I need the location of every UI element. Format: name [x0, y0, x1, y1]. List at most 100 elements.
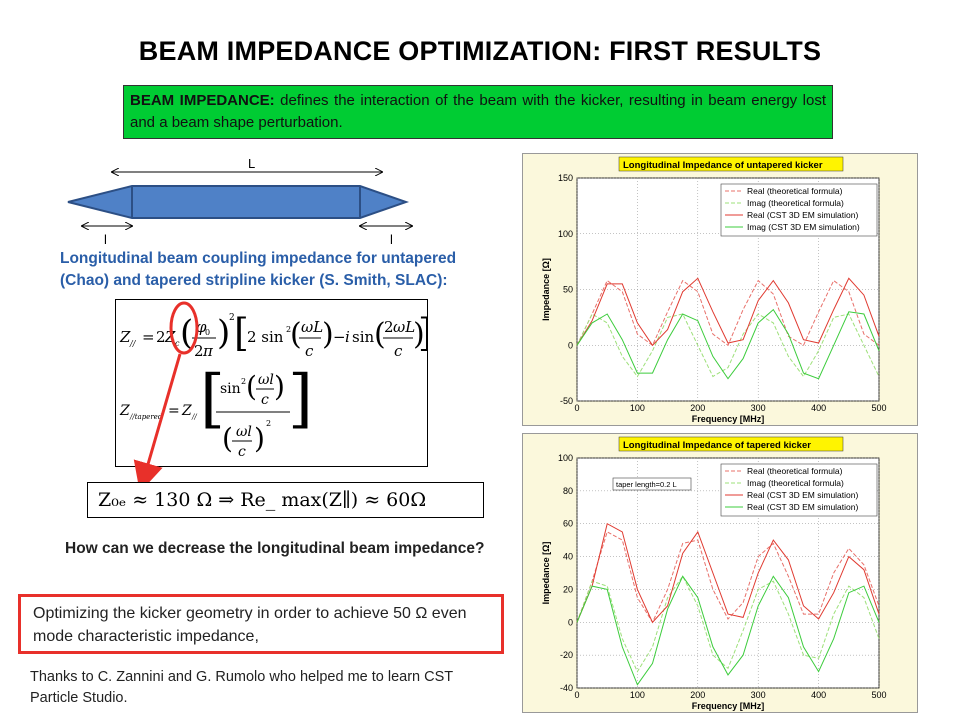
- question-text: How can we decrease the longitudinal bea…: [65, 540, 485, 557]
- x-tick-label: 200: [690, 403, 705, 413]
- svg-text:φ: φ: [196, 318, 207, 336]
- y-tick-label: 100: [558, 453, 573, 463]
- x-tick-label: 300: [751, 690, 766, 700]
- svg-text:c: c: [305, 342, 314, 360]
- svg-text:(: (: [290, 317, 302, 352]
- chart-title: Longitudinal Impedance of tapered kicker: [623, 440, 811, 451]
- result-formula: Z₀ₑ ≈ 130 Ω ⇒ Re_ max(Z∥) ≈ 60Ω: [98, 489, 427, 511]
- svg-text:2: 2: [156, 328, 166, 346]
- svg-text:Z: Z: [119, 403, 130, 419]
- svg-text:Z: Z: [181, 403, 192, 419]
- x-tick-label: 0: [574, 403, 579, 413]
- tapered-impedance-chart-frame: Longitudinal Impedance of tapered kicker…: [522, 433, 918, 713]
- y-tick-label: 0: [568, 340, 573, 350]
- svg-text:[: [: [200, 362, 225, 436]
- svg-text:]: ]: [288, 362, 313, 436]
- svg-text:): ): [274, 370, 285, 403]
- svg-text:sin: sin: [220, 381, 241, 397]
- svg-text:2: 2: [266, 419, 271, 428]
- svg-text:2: 2: [241, 377, 246, 386]
- x-tick-label: 0: [574, 690, 579, 700]
- highlight-arrow: [133, 301, 199, 490]
- y-tick-label: 0: [568, 617, 573, 627]
- svg-text:ωL: ωL: [393, 318, 415, 336]
- chart-title-box: [618, 436, 844, 452]
- svg-text:(: (: [180, 313, 193, 353]
- svg-text:2: 2: [286, 325, 291, 334]
- y-tick-label: -50: [560, 396, 573, 406]
- definition-text: defines the interaction of the beam with…: [130, 92, 827, 131]
- svg-text://: //: [129, 339, 137, 348]
- definition-box: BEAM IMPEDANCE: defines the interaction …: [123, 85, 833, 139]
- thanks-text: Thanks to C. Zannini and G. Rumolo who h…: [30, 669, 453, 706]
- y-tick-label: -40: [560, 683, 573, 693]
- svg-text:=: =: [142, 328, 155, 346]
- svg-text:]: ]: [418, 311, 427, 355]
- y-axis-label: Impedance [Ω]: [541, 258, 551, 321]
- kicker-electrode: [67, 185, 410, 219]
- tapered-impedance-chart: Longitudinal Impedance of tapered kicker…: [541, 436, 887, 711]
- series-line-3: [576, 308, 880, 380]
- svg-text:ωl: ωl: [236, 424, 252, 440]
- y-tick-label: 100: [558, 229, 573, 239]
- svg-text:i: i: [345, 328, 350, 346]
- legend-entry: Real (CST 3D EM simulation): [747, 490, 858, 500]
- definition-term: BEAM IMPEDANCE:: [130, 92, 275, 109]
- svg-text:0: 0: [205, 328, 210, 337]
- svg-text:(: (: [374, 317, 386, 352]
- x-tick-label: 500: [871, 403, 886, 413]
- svg-text:c: c: [238, 444, 246, 460]
- page-title: BEAM IMPEDANCE OPTIMIZATION: FIRST RESUL…: [138, 36, 822, 66]
- svg-text:ωl: ωl: [258, 372, 274, 388]
- legend-entry: Real (theoretical formula): [747, 466, 843, 476]
- x-tick-label: 200: [690, 690, 705, 700]
- svg-text:): ): [322, 317, 334, 352]
- legend-entry: Imag (theoretical formula): [747, 478, 844, 488]
- x-tick-label: 100: [630, 690, 645, 700]
- svg-text:Z: Z: [119, 328, 131, 346]
- svg-text://: //: [191, 413, 197, 421]
- x-axis-label: Frequency [MHz]: [692, 701, 765, 711]
- legend-box: [720, 463, 878, 517]
- svg-text:[: [: [234, 311, 249, 355]
- result-formula-box: Z₀ₑ ≈ 130 Ω ⇒ Re_ max(Z∥) ≈ 60Ω: [87, 482, 484, 518]
- legend-entry: Real (CST 3D EM simulation): [747, 210, 858, 220]
- x-tick-label: 300: [751, 403, 766, 413]
- x-tick-label: 500: [871, 690, 886, 700]
- annotation-box: [612, 477, 692, 491]
- svg-text://tapered: //tapered: [129, 413, 163, 421]
- series-line-3: [576, 575, 880, 686]
- legend-box: [720, 183, 878, 237]
- series-line-1: [576, 313, 880, 378]
- svg-text:2: 2: [229, 313, 235, 323]
- svg-text:c: c: [261, 392, 269, 408]
- answer-box: Optimizing the kicker geometry in order …: [18, 594, 504, 654]
- svg-text:−: −: [333, 328, 346, 346]
- label-l-left: l: [104, 232, 107, 247]
- x-axis-label: Frequency [MHz]: [692, 414, 765, 424]
- chart-annotation: taper length=0.2 L: [616, 480, 677, 489]
- svg-text:2: 2: [194, 342, 204, 360]
- y-tick-label: 20: [563, 584, 573, 594]
- untapered-impedance-chart-frame: Longitudinal Impedance of untapered kick…: [522, 153, 918, 426]
- x-tick-label: 400: [811, 690, 826, 700]
- untapered-impedance-chart: Longitudinal Impedance of untapered kick…: [541, 156, 887, 424]
- svg-text:=: =: [168, 403, 180, 419]
- svg-text:): ): [413, 317, 425, 352]
- y-tick-label: 40: [563, 552, 573, 562]
- label-l-right: l: [390, 232, 393, 247]
- series-line-1: [576, 575, 880, 673]
- svg-text:2: 2: [384, 318, 394, 336]
- svg-text:c: c: [175, 339, 180, 348]
- x-tick-label: 400: [811, 403, 826, 413]
- red-arrow: [133, 353, 182, 490]
- kicker-schematic: L l l: [67, 156, 430, 247]
- legend-entry: Imag (theoretical formula): [747, 198, 844, 208]
- legend-entry: Imag (CST 3D EM simulation): [747, 222, 860, 232]
- series-line-2: [576, 522, 880, 624]
- label-L: L: [248, 156, 255, 171]
- svg-text:(: (: [246, 370, 257, 403]
- svg-text:ωL: ωL: [301, 318, 323, 336]
